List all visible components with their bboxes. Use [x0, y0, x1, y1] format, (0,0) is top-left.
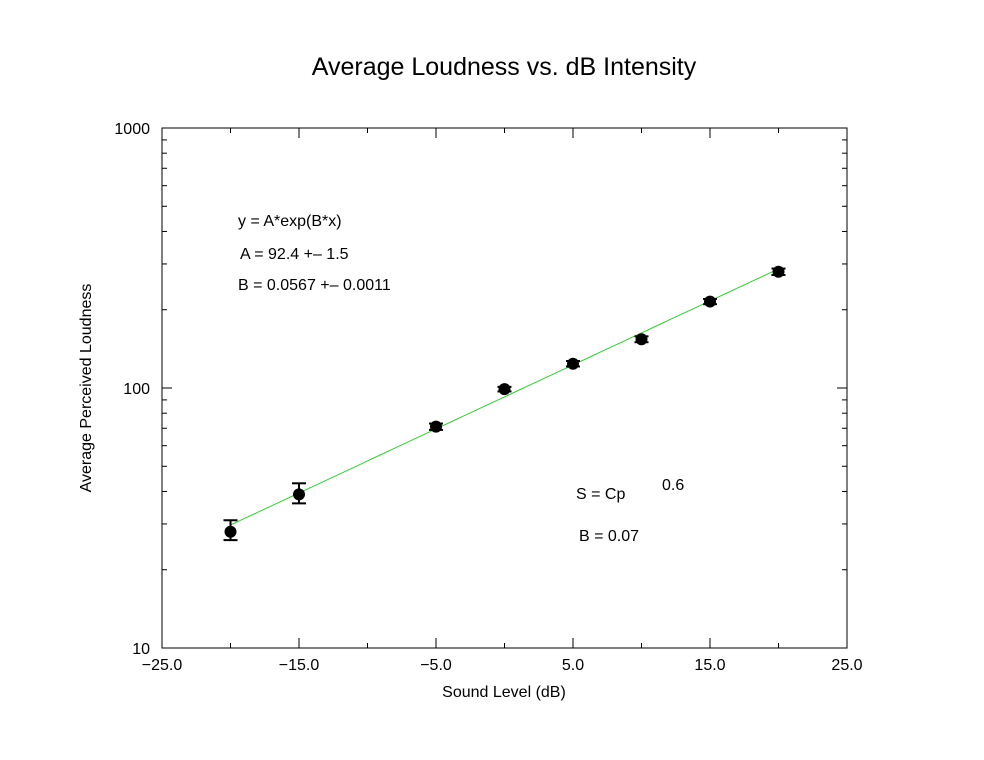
- plot-frame: [161, 127, 848, 649]
- x-tick-labels: −25.0 −15.0 −5.0 5.0 15.0 25.0: [142, 657, 863, 674]
- y-tick-label: 100: [123, 381, 150, 398]
- data-point: [635, 333, 648, 346]
- beta-label: B = 0.07: [579, 528, 639, 545]
- plot-area: [161, 128, 848, 649]
- x-tick-label: −25.0: [142, 657, 183, 674]
- x-tick-label: 5.0: [562, 657, 584, 674]
- data-point: [293, 488, 305, 501]
- x-tick-label: −15.0: [279, 657, 320, 674]
- power-law-label: S = Cp: [576, 486, 625, 503]
- data-point: [224, 525, 237, 538]
- fit-line: [230, 268, 779, 526]
- data-point: [430, 420, 442, 433]
- data-point: [772, 265, 785, 278]
- power-law-exponent: 0.6: [662, 477, 684, 494]
- fit-b-label: B = 0.0567 +– 0.0011: [238, 277, 391, 294]
- x-tick-label: 15.0: [694, 657, 725, 674]
- y-tick-label: 1000: [114, 121, 150, 138]
- y-tick-label: 10: [132, 641, 150, 658]
- x-tick-label: 25.0: [831, 657, 862, 674]
- chart-title: Average Loudness vs. dB Intensity: [312, 53, 697, 81]
- fit-equation-label: y = A*exp(B*x): [238, 213, 342, 230]
- data-point: [567, 357, 579, 370]
- fit-a-label: A = 92.4 +– 1.5: [240, 246, 349, 263]
- y-axis-label: Average Perceived Loudness: [78, 284, 95, 493]
- data-point: [498, 383, 511, 396]
- x-tick-label: −5.0: [420, 657, 452, 674]
- y-tick-labels: 10 100 1000: [114, 121, 150, 658]
- x-axis-label: Sound Level (dB): [442, 684, 566, 701]
- data-point: [704, 295, 716, 308]
